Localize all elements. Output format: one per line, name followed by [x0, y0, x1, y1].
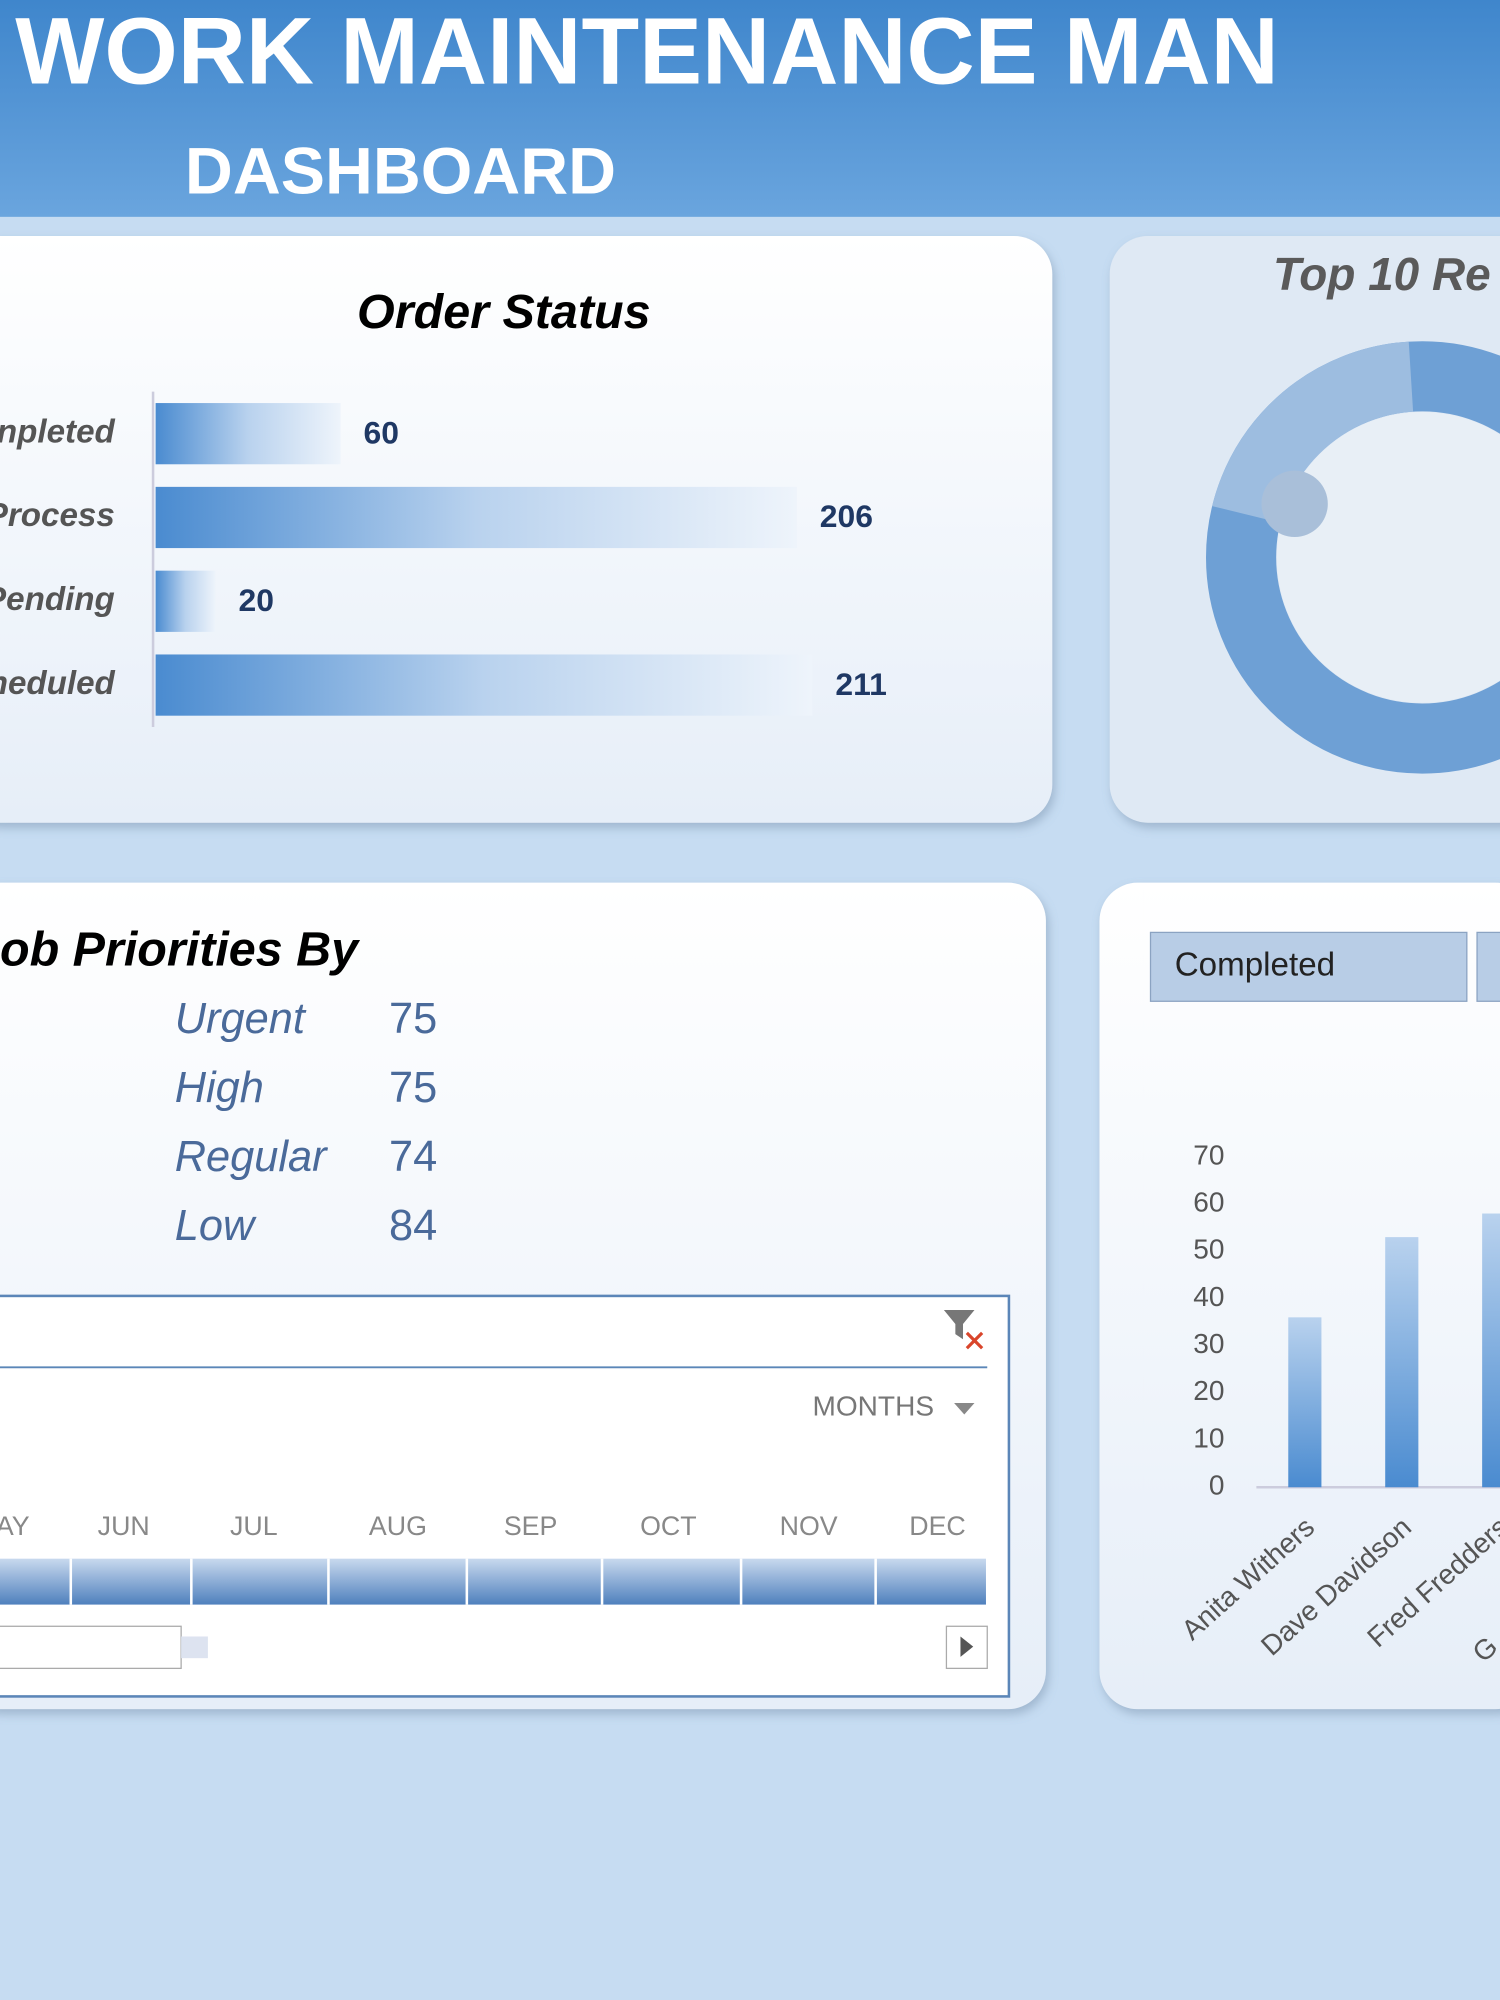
slicer: Completed	[1149, 931, 1468, 1002]
category-label: Pending	[0, 581, 115, 618]
bar	[1288, 1317, 1322, 1488]
priority-label: Urgent	[175, 995, 307, 1043]
priority-value: 75	[389, 995, 437, 1043]
timeline-strip[interactable]	[0, 1558, 986, 1605]
y-tick-label: 60	[1193, 1186, 1224, 1217]
value-label: 20	[239, 582, 274, 618]
priority-label: Regular	[175, 1133, 328, 1181]
bar	[1482, 1213, 1500, 1488]
header-band	[0, 0, 1500, 217]
level-arrow[interactable]	[954, 1403, 975, 1415]
chart-title: Order Status	[357, 285, 651, 339]
timeline-level[interactable]: MONTHS	[813, 1391, 935, 1422]
priorities-table: Urgent 75 High 75 Regular 74 Low 84	[175, 995, 438, 1250]
bar	[155, 403, 341, 465]
priority-label: High	[175, 1064, 264, 1112]
months: AY JUN JUL AUG SEP OCT NOV DEC	[0, 1511, 966, 1605]
y-tick-label: 30	[1193, 1328, 1224, 1359]
header-title: WORK MAINTENANCE MAN	[15, 0, 1278, 105]
bar	[155, 486, 797, 549]
y-tick-label: 20	[1193, 1375, 1224, 1406]
y-tick-label: 10	[1193, 1422, 1224, 1453]
bar	[155, 570, 216, 632]
category-label: npleted	[0, 413, 116, 450]
priorities-title: ob Priorities By	[0, 923, 360, 977]
person-panel	[1099, 882, 1500, 1710]
month-label: SEP	[504, 1511, 558, 1541]
scroll-arrow	[960, 1636, 974, 1657]
slicer-label: Completed	[1175, 947, 1335, 984]
bar	[155, 654, 813, 716]
month-label: JUL	[230, 1511, 278, 1541]
slicer-button[interactable]	[1476, 931, 1500, 1002]
y-tick-label: 40	[1193, 1281, 1224, 1312]
value-label: 211	[835, 666, 886, 702]
priority-value: 84	[389, 1202, 437, 1250]
category-label: Process	[0, 497, 115, 534]
y-tick-label: 70	[1193, 1139, 1224, 1170]
month-label: DEC	[909, 1511, 966, 1541]
month-label: OCT	[640, 1511, 697, 1541]
value-label: 60	[364, 414, 399, 450]
clear-filter[interactable]	[943, 1309, 984, 1350]
scroll-track	[181, 1636, 208, 1659]
donut-ring	[1206, 341, 1500, 774]
month-label: AUG	[369, 1511, 427, 1541]
y-tick-label: 0	[1209, 1470, 1225, 1501]
slicer-button[interactable]	[1149, 931, 1468, 1002]
top10-title: Top 10 Re	[1273, 248, 1491, 300]
value-label: 206	[820, 498, 873, 534]
header-subtitle: DASHBOARD	[185, 135, 616, 209]
priority-value: 75	[389, 1064, 437, 1112]
priority-value: 74	[389, 1133, 437, 1181]
donut	[1206, 341, 1500, 774]
donut-hole	[1276, 412, 1500, 703]
month-label: AY	[0, 1511, 30, 1541]
category-label: neduled	[0, 665, 116, 702]
priority-label: Low	[175, 1202, 257, 1250]
month-label: NOV	[780, 1511, 838, 1541]
logo	[1261, 470, 1328, 537]
y-tick-label: 50	[1193, 1234, 1224, 1265]
scroll-thumb[interactable]	[0, 1625, 182, 1670]
month-label: JUN	[98, 1511, 150, 1541]
bar	[1385, 1237, 1419, 1488]
